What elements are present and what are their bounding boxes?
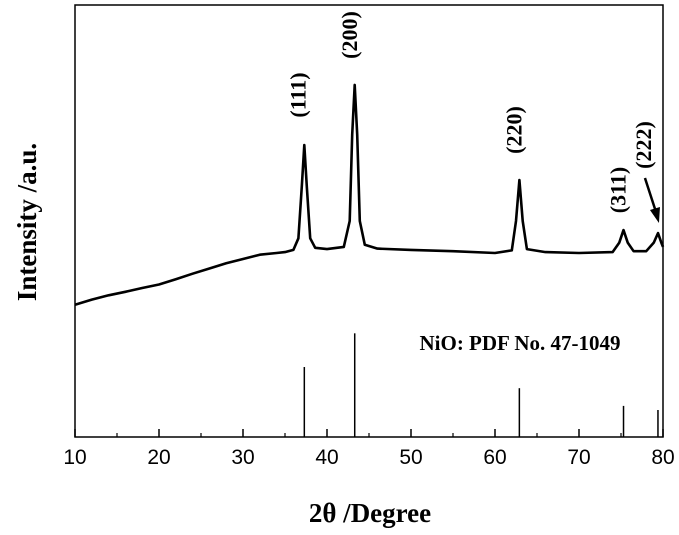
x-tick-label: 80 [651,446,674,469]
xrd-pattern [75,85,663,305]
x-tick-label: 30 [231,446,254,469]
peak-label: (220) [501,106,526,154]
peak-label: (111) [285,72,310,117]
arrow-head [650,207,660,223]
x-tick-label: 40 [315,446,338,469]
peak-label: (222) [631,121,656,169]
reference-label: NiO: PDF No. 47-1049 [419,331,620,355]
chart: Intensity /a.u. 2θ /Degree NiO: PDF No. … [0,0,679,535]
x-axis-label: 2θ /Degree [309,498,431,528]
plot-frame [75,5,663,437]
peak-label: (200) [337,11,362,59]
peak-label: (311) [606,167,631,213]
x-tick-label: 70 [567,446,590,469]
x-tick-label: 20 [147,446,170,469]
x-tick-label: 10 [63,446,86,469]
y-axis-label: Intensity /a.u. [12,143,42,301]
x-tick-label: 60 [483,446,506,469]
x-tick-label: 50 [399,446,422,469]
